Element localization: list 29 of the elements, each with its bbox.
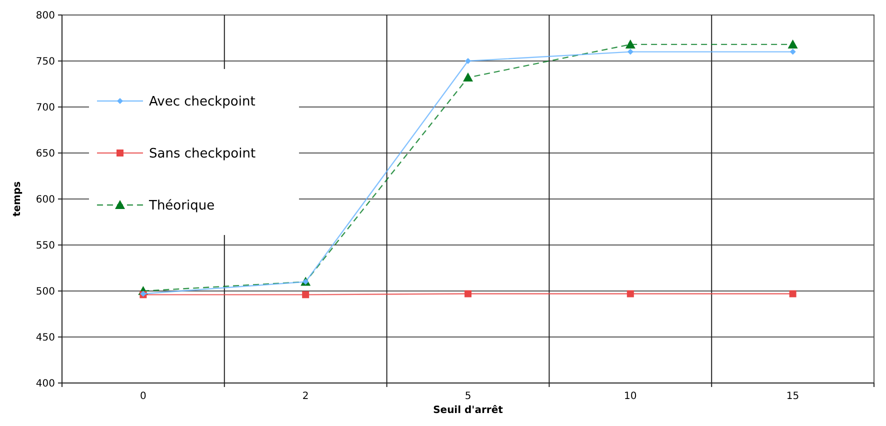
y-tick-label: 650 [36,148,55,160]
y-tick-label: 750 [36,56,55,68]
legend-label: Avec checkpoint [149,94,256,110]
y-tick-label: 700 [36,102,55,114]
point [463,72,473,82]
point [465,58,471,64]
point [302,291,310,298]
y-tick-label: 550 [36,240,55,252]
legend-label: Sans checkpoint [149,146,256,162]
legend-label: Théorique [148,198,215,214]
x-tick-label: 5 [464,391,472,402]
point [789,290,796,298]
point [627,48,634,55]
point [788,39,798,48]
x-axis-title: Seuil d'arrêt [433,405,504,416]
point [464,290,472,298]
x-tick-label: 10 [624,391,637,402]
y-tick-label: 400 [36,378,55,390]
x-tick-label: 0 [140,391,146,402]
y-tick-label: 500 [36,286,55,298]
y-tick-label: 600 [36,194,55,206]
point [626,290,634,298]
point [625,39,636,48]
y-axis-title: temps [12,181,23,217]
y-tick-label: 450 [36,332,55,344]
y-tick-label: 800 [36,10,55,22]
point [790,48,796,55]
x-tick-label: 15 [786,391,800,402]
x-tick-label: 2 [302,391,309,402]
